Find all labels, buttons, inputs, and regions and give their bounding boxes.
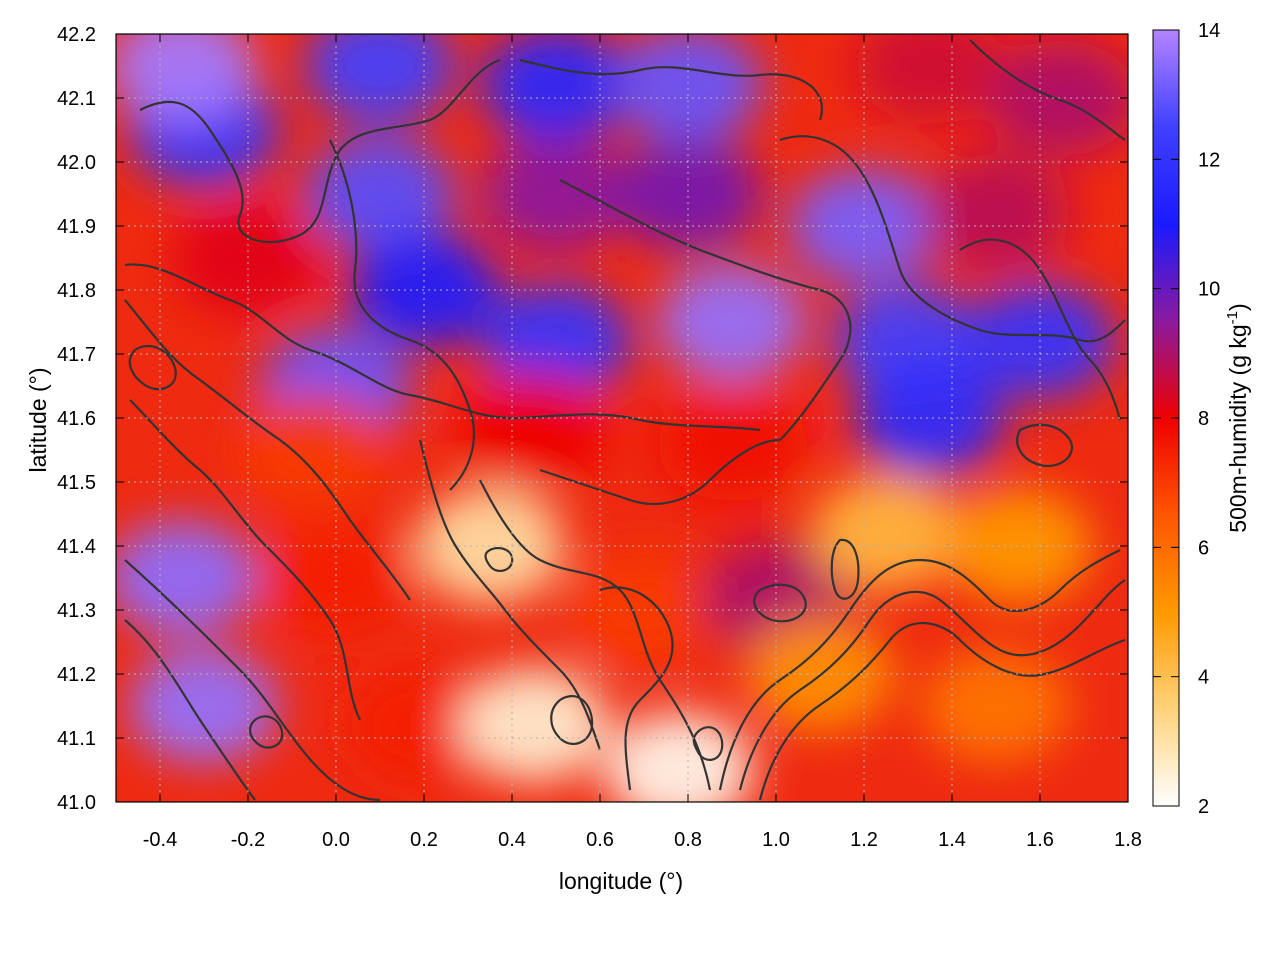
humidity-cell bbox=[459, 667, 609, 783]
y-tick-label: 42.0 bbox=[57, 152, 96, 174]
humidity-field bbox=[116, 34, 1128, 802]
y-tick-labels: 41.0 41.1 41.2 41.3 41.4 41.5 41.6 41.7 41.8 41.9… bbox=[57, 24, 96, 814]
y-tick-label: 41.4 bbox=[57, 536, 96, 558]
contour-line bbox=[830, 538, 860, 600]
contour-line bbox=[418, 439, 602, 751]
contour-line bbox=[124, 559, 381, 802]
colorbar-tick-label: 14 bbox=[1198, 20, 1220, 42]
colorbar-tick-label: 10 bbox=[1198, 279, 1220, 301]
humidity-cell bbox=[987, 40, 1128, 156]
humidity-cell bbox=[811, 475, 961, 591]
y-tick-label: 41.5 bbox=[57, 472, 96, 494]
colorbar-tick-label: 8 bbox=[1198, 408, 1209, 430]
colorbar-ticks bbox=[1153, 29, 1179, 807]
x-tick-labels: -0.4 -0.2 0.0 0.2 0.4 0.6 0.8 1.0 1.2 1.4 1.6 1.8 bbox=[143, 829, 1142, 851]
x-tick-label: 0.0 bbox=[322, 829, 350, 851]
colorbar-label-superscript: -1 bbox=[1224, 311, 1241, 324]
y-tick-label: 41.7 bbox=[57, 344, 96, 366]
x-tick-label: -0.2 bbox=[231, 829, 265, 851]
x-tick-label: 1.8 bbox=[1114, 829, 1142, 851]
contour-line bbox=[738, 579, 1126, 791]
contour-line bbox=[128, 344, 177, 391]
contour-line bbox=[479, 479, 712, 791]
x-tick-label: 0.4 bbox=[498, 829, 526, 851]
x-tick-label: 1.4 bbox=[938, 829, 966, 851]
humidity-cell bbox=[459, 373, 609, 489]
contour-line bbox=[124, 299, 411, 601]
x-tick-label: 0.6 bbox=[586, 829, 614, 851]
colorbar-tick-label: 12 bbox=[1198, 149, 1220, 171]
contour-line bbox=[1016, 423, 1073, 468]
humidity-cell bbox=[921, 155, 1071, 271]
y-tick-label: 41.2 bbox=[57, 664, 96, 686]
x-tick-label: 1.2 bbox=[850, 829, 878, 851]
humidity-cell bbox=[481, 283, 631, 399]
humidity-cell bbox=[789, 168, 939, 284]
y-axis-label: latitude (°) bbox=[25, 367, 51, 472]
humidity-cell bbox=[415, 488, 565, 604]
contour-line bbox=[124, 263, 761, 432]
colorbar-tick-label: 4 bbox=[1198, 667, 1209, 689]
contour-line bbox=[559, 179, 852, 441]
contour-line bbox=[969, 39, 1126, 141]
y-tick-label: 42.2 bbox=[57, 24, 96, 46]
x-tick-label: -0.4 bbox=[143, 829, 177, 851]
x-tick-label: 1.6 bbox=[1026, 829, 1054, 851]
contour-line bbox=[753, 583, 807, 623]
contour-line bbox=[249, 715, 284, 749]
contour-line bbox=[779, 135, 1126, 343]
contour-line bbox=[484, 546, 514, 572]
humidity-cell bbox=[855, 360, 1005, 476]
x-tick-label: 0.8 bbox=[674, 829, 702, 851]
humidity-cell bbox=[116, 520, 257, 636]
humidity-cell bbox=[305, 136, 455, 252]
humidity-cell bbox=[613, 136, 763, 252]
humidity-cell bbox=[239, 392, 389, 508]
terrain-contours bbox=[124, 39, 1126, 802]
humidity-cell bbox=[604, 712, 754, 802]
contour-line bbox=[550, 695, 594, 745]
humidity-cell bbox=[129, 648, 279, 764]
humidity-cell bbox=[855, 34, 1005, 124]
humidity-cell bbox=[657, 386, 807, 502]
colorbar: 2 4 6 8 10 12 14 500m-humidity (g kg-1) bbox=[1152, 20, 1251, 818]
colorbar-label: 500m-humidity (g kg-1) bbox=[1224, 303, 1251, 532]
x-tick-label: 0.2 bbox=[410, 829, 438, 851]
contour-line bbox=[139, 58, 501, 244]
colorbar-tick-label: 6 bbox=[1198, 537, 1209, 559]
humidity-cell bbox=[481, 34, 631, 143]
contour-line bbox=[959, 238, 1122, 421]
axis-ticks bbox=[116, 33, 1129, 803]
contour-line bbox=[129, 399, 361, 721]
contour-line bbox=[519, 58, 823, 121]
contour-line bbox=[599, 586, 674, 791]
colorbar-label-close: ) bbox=[1225, 303, 1251, 311]
x-axis-label: longitude (°) bbox=[559, 868, 683, 894]
y-tick-label: 41.1 bbox=[57, 728, 96, 750]
colorbar-label-main: 500m-humidity (g kg bbox=[1225, 324, 1251, 532]
humidity-cell bbox=[921, 648, 1071, 764]
y-tick-label: 41.0 bbox=[57, 792, 96, 814]
contour-line bbox=[692, 726, 724, 761]
y-tick-label: 41.3 bbox=[57, 600, 96, 622]
contour-line bbox=[329, 139, 475, 491]
humidity-cell bbox=[116, 34, 257, 124]
humidity-cell bbox=[657, 264, 807, 380]
colorbar-tick-labels: 2 4 6 8 10 12 14 bbox=[1198, 20, 1220, 818]
humidity-cell bbox=[305, 34, 455, 124]
humidity-cell bbox=[261, 520, 411, 636]
y-tick-label: 41.6 bbox=[57, 408, 96, 430]
humidity-cell bbox=[481, 136, 631, 252]
colorbar-tick-label: 2 bbox=[1198, 796, 1209, 818]
y-tick-label: 42.1 bbox=[57, 88, 96, 110]
y-tick-label: 41.8 bbox=[57, 280, 96, 302]
contour-line bbox=[539, 438, 781, 505]
contour-line bbox=[718, 549, 1121, 791]
contour-line bbox=[124, 619, 256, 801]
contour-line bbox=[758, 622, 1126, 801]
y-tick-label: 41.9 bbox=[57, 216, 96, 238]
x-tick-label: 1.0 bbox=[762, 829, 790, 851]
